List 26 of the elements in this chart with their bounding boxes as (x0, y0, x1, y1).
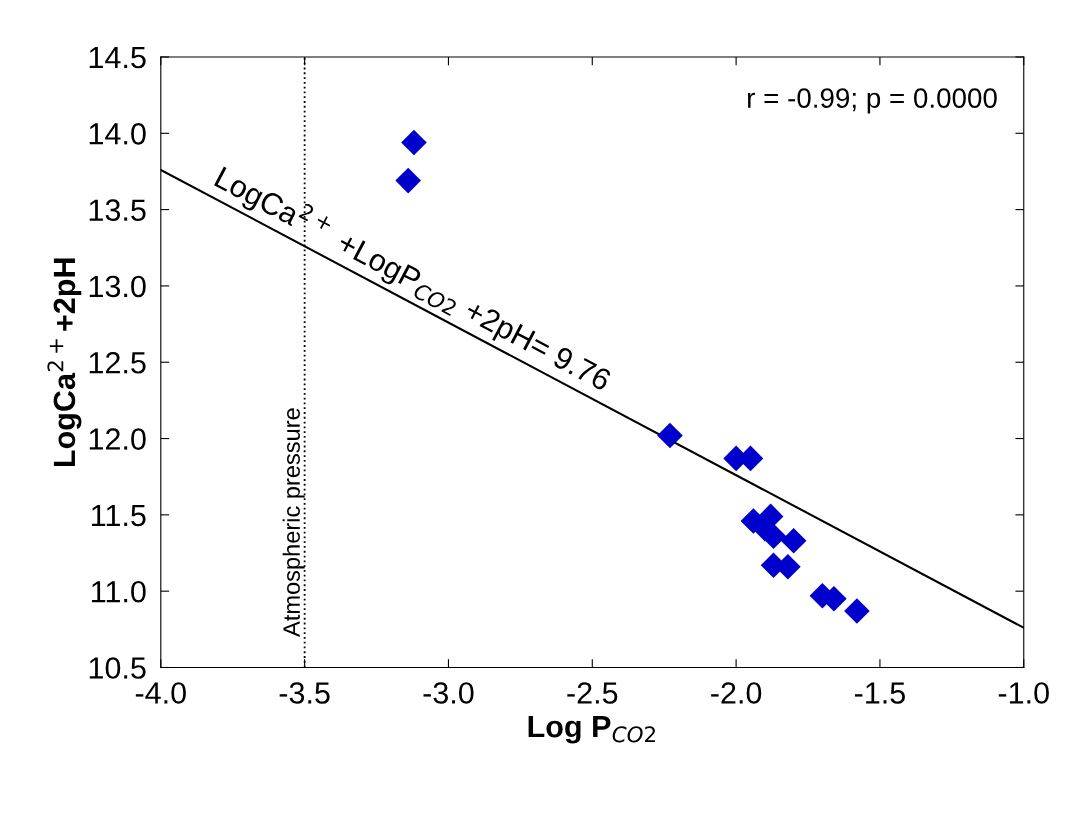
x-tick-label: -4.0 (135, 682, 186, 704)
y-tick-label: 13.0 (89, 275, 146, 298)
y-tick-label: 10.5 (89, 657, 146, 679)
point (395, 167, 421, 194)
y-tick-label: 13.5 (89, 199, 146, 221)
y-tick-label: 11.5 (92, 504, 146, 527)
y-tick-label: 12.0 (89, 428, 146, 450)
annotation: LogCa$^{2+}$ +LogP$_{CO2}$ +2pH= 9.76 (211, 160, 616, 397)
x-tick-label: -1.5 (854, 682, 905, 704)
x-tick-label: -3.0 (423, 682, 474, 704)
annotation: r = -0.99; p = 0.0000 (748, 88, 997, 114)
y-tick-label: 14.0 (89, 123, 146, 145)
point (657, 422, 683, 449)
y-tick-label: 14.5 (89, 47, 146, 69)
x-tick-label: -3.5 (279, 682, 330, 704)
ref-line-label: Atmospheric pressure (282, 408, 305, 637)
x-axis-title: Log P$_{CO2}$ (528, 716, 655, 744)
y-tick-label: 12.5 (89, 351, 146, 374)
y-axis-title: LogCa$^{2+}$+2pH (47, 258, 82, 467)
x-tick-label: -1.0 (998, 682, 1049, 704)
point (780, 528, 807, 554)
x-tick-label: -2.5 (567, 682, 618, 704)
y-tick-label: 11.0 (92, 580, 146, 603)
x-tick-label: -2.0 (711, 682, 762, 704)
point (401, 129, 427, 156)
point (844, 598, 870, 624)
